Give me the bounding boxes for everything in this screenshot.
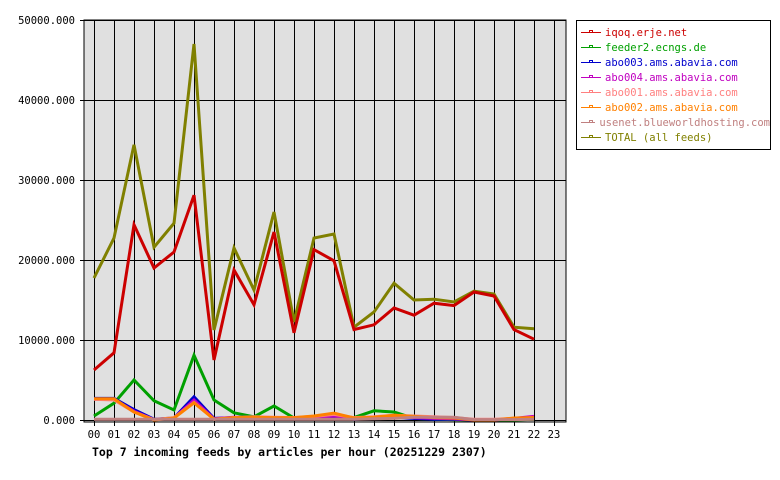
- svg-text:04: 04: [168, 429, 181, 441]
- svg-text:07: 07: [228, 429, 241, 441]
- svg-text:01: 01: [108, 429, 121, 441]
- svg-text:06: 06: [208, 429, 221, 441]
- legend-line-icon: [581, 118, 596, 128]
- svg-text:40000.000: 40000.000: [18, 95, 75, 107]
- svg-text:16: 16: [408, 429, 421, 441]
- legend-label: abo003.ams.abavia.com: [605, 56, 738, 69]
- legend-label: abo001.ams.abavia.com: [605, 86, 738, 99]
- svg-text:30000.000: 30000.000: [18, 175, 75, 187]
- svg-text:11: 11: [308, 429, 321, 441]
- svg-text:08: 08: [248, 429, 261, 441]
- svg-text:20000.000: 20000.000: [18, 255, 75, 267]
- x-axis: 00 01 02 03 04 05 06 07 08 09 10 11 12 13 14 15 16 17 18 19…: [88, 429, 561, 441]
- legend-item-abo003: abo003.ams.abavia.com: [577, 55, 770, 70]
- legend-line-icon: [581, 133, 601, 143]
- svg-text:20: 20: [488, 429, 501, 441]
- svg-text:15: 15: [388, 429, 401, 441]
- legend-label: feeder2.ecngs.de: [605, 41, 707, 54]
- svg-text:10: 10: [288, 429, 301, 441]
- legend-label: abo002.ams.abavia.com: [605, 101, 738, 114]
- svg-text:0.000: 0.000: [43, 415, 75, 427]
- series-lines: [92, 43, 535, 422]
- svg-text:05: 05: [188, 429, 201, 441]
- legend-item-iqoq: iqoq.erje.net: [577, 25, 770, 40]
- svg-text:22: 22: [528, 429, 541, 441]
- legend-item-total: TOTAL (all feeds): [577, 130, 770, 145]
- svg-text:00: 00: [88, 429, 101, 441]
- svg-text:14: 14: [368, 429, 381, 441]
- svg-text:19: 19: [468, 429, 481, 441]
- legend-item-abo002: abo002.ams.abavia.com: [577, 100, 770, 115]
- svg-text:09: 09: [268, 429, 281, 441]
- legend-label: iqoq.erje.net: [605, 26, 688, 39]
- legend-item-blueworld: usenet.blueworldhosting.com: [577, 115, 770, 130]
- legend-line-icon: [581, 88, 601, 98]
- svg-text:02: 02: [128, 429, 141, 441]
- svg-text:17: 17: [428, 429, 441, 441]
- legend-label: usenet.blueworldhosting.com: [599, 116, 770, 129]
- svg-text:03: 03: [148, 429, 161, 441]
- legend-item-abo001: abo001.ams.abavia.com: [577, 85, 770, 100]
- svg-text:23: 23: [548, 429, 561, 441]
- plot-area: [83, 19, 567, 423]
- legend-line-icon: [581, 43, 601, 53]
- legend-item-feeder2: feeder2.ecngs.de: [577, 40, 770, 55]
- svg-text:10000.000: 10000.000: [18, 335, 75, 347]
- svg-text:50000.000: 50000.000: [18, 15, 75, 27]
- legend: iqoq.erje.net feeder2.ecngs.de abo003.am…: [576, 20, 771, 150]
- legend-line-icon: [581, 103, 601, 113]
- legend-line-icon: [581, 28, 601, 38]
- legend-item-abo004: abo004.ams.abavia.com: [577, 70, 770, 85]
- legend-label: abo004.ams.abavia.com: [605, 71, 738, 84]
- legend-label: TOTAL (all feeds): [605, 131, 713, 144]
- y-axis: 0.000 10000.000 20000.000 30000.000 40000.00…: [18, 15, 75, 427]
- svg-text:21: 21: [508, 429, 521, 441]
- chart-title: Top 7 incoming feeds by articles per hou…: [92, 445, 487, 459]
- legend-line-icon: [581, 58, 601, 68]
- legend-line-icon: [581, 73, 601, 83]
- svg-text:12: 12: [328, 429, 341, 441]
- svg-text:13: 13: [348, 429, 361, 441]
- svg-text:18: 18: [448, 429, 461, 441]
